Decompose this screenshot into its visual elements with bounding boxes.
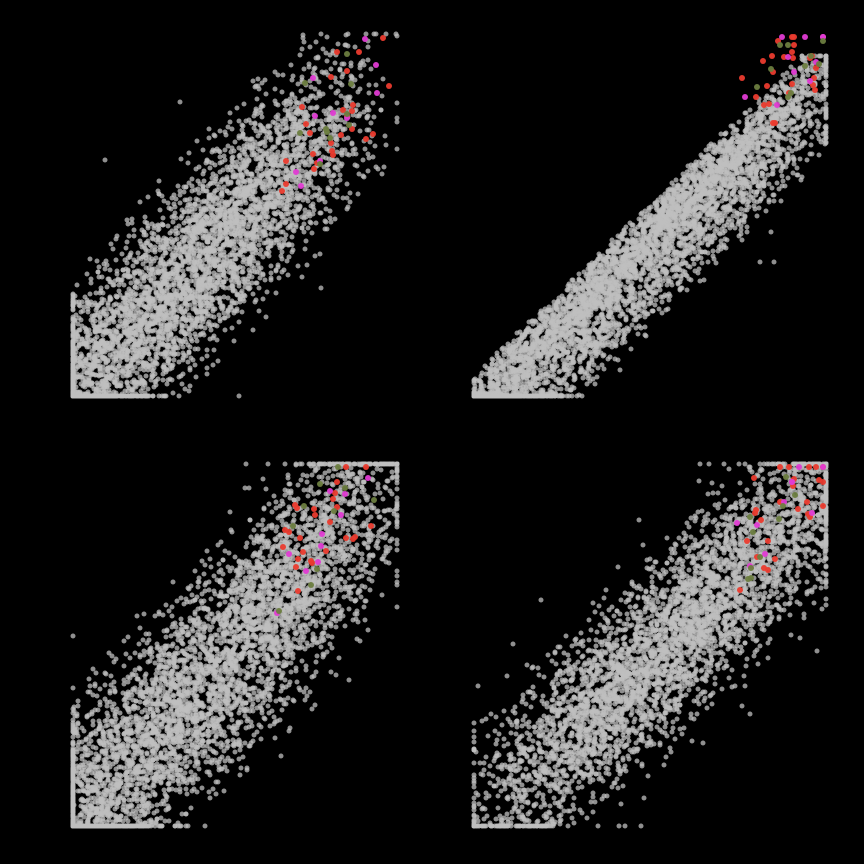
- panel-bottom-right-plot-area: [470, 460, 830, 830]
- panel-top-left-plot-area: [70, 30, 400, 400]
- panel-top-right-plot-area: [470, 30, 830, 400]
- panel-bottom-left-plot-area: [70, 460, 400, 830]
